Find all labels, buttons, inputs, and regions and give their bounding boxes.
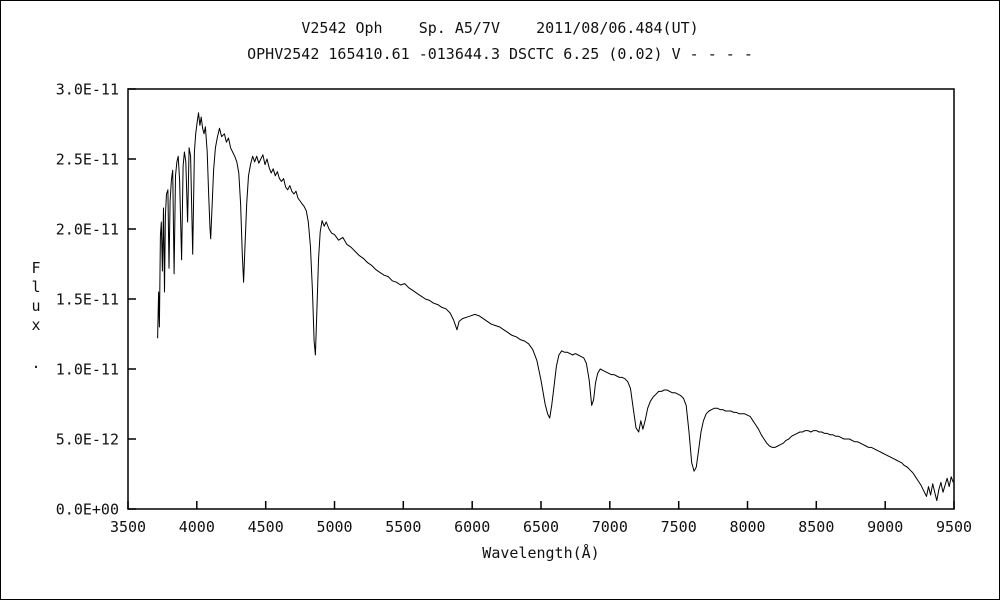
- chart-title: V2542 Oph Sp. A5/7V 2011/08/06.484(UT): [301, 19, 699, 37]
- y-axis-label: Flux .: [27, 259, 45, 373]
- y-tick-label: 3.0E-11: [56, 81, 119, 99]
- y-tick-label: 2.0E-11: [56, 221, 119, 239]
- x-tick-label: 4500: [248, 518, 284, 536]
- x-tick-label: 5000: [316, 518, 352, 536]
- spectrum-line: [157, 112, 954, 502]
- x-tick-label: 8500: [798, 518, 834, 536]
- x-tick-label: 9500: [936, 518, 972, 536]
- plot-frame: [127, 88, 955, 510]
- x-tick-label: 4000: [179, 518, 215, 536]
- x-tick-label: 7500: [661, 518, 697, 536]
- x-tick-label: 5500: [385, 518, 421, 536]
- x-tick-label: 6500: [523, 518, 559, 536]
- y-tick-label: 2.5E-11: [56, 151, 119, 169]
- x-tick-label: 9000: [867, 518, 903, 536]
- y-tick-label: 1.5E-11: [56, 291, 119, 309]
- y-tick-label: 0.0E+00: [56, 501, 119, 519]
- x-tick-label: 7000: [592, 518, 628, 536]
- chart-subtitle: OPHV2542 165410.61 -013644.3 DSCTC 6.25 …: [247, 45, 753, 63]
- y-tick-label: 5.0E-12: [56, 431, 119, 449]
- x-tick-label: 6000: [454, 518, 490, 536]
- x-tick-label: 3500: [110, 518, 146, 536]
- x-axis-label: Wavelength(Å): [482, 544, 600, 562]
- y-tick-label: 1.0E-11: [56, 361, 119, 379]
- x-tick-label: 8000: [729, 518, 765, 536]
